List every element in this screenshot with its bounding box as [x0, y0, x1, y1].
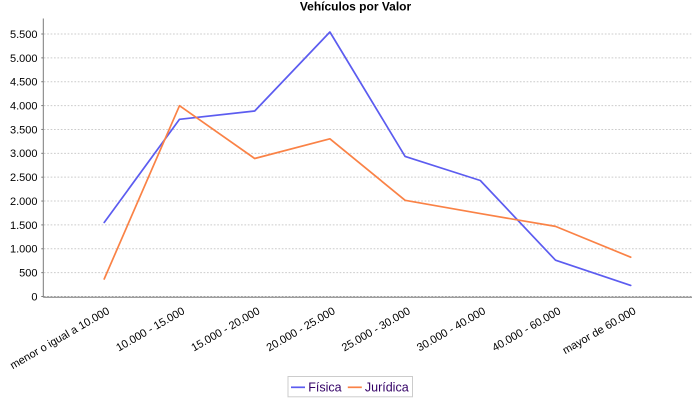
- svg-text:2.000: 2.000: [10, 196, 38, 208]
- svg-text:5.500: 5.500: [10, 29, 38, 41]
- svg-text:5.000: 5.000: [10, 53, 38, 65]
- svg-text:1.000: 1.000: [10, 244, 38, 256]
- svg-text:Jurídica: Jurídica: [365, 380, 409, 394]
- svg-text:2.500: 2.500: [10, 172, 38, 184]
- svg-text:1.500: 1.500: [10, 220, 38, 232]
- svg-text:3.500: 3.500: [10, 124, 38, 136]
- svg-text:Vehículos por Valor: Vehículos por Valor: [300, 0, 412, 14]
- svg-text:3.000: 3.000: [10, 148, 38, 160]
- svg-text:500: 500: [19, 268, 37, 280]
- svg-text:4.000: 4.000: [10, 100, 38, 112]
- svg-text:0: 0: [31, 291, 37, 303]
- svg-text:Física: Física: [308, 380, 341, 394]
- svg-text:4.500: 4.500: [10, 77, 38, 89]
